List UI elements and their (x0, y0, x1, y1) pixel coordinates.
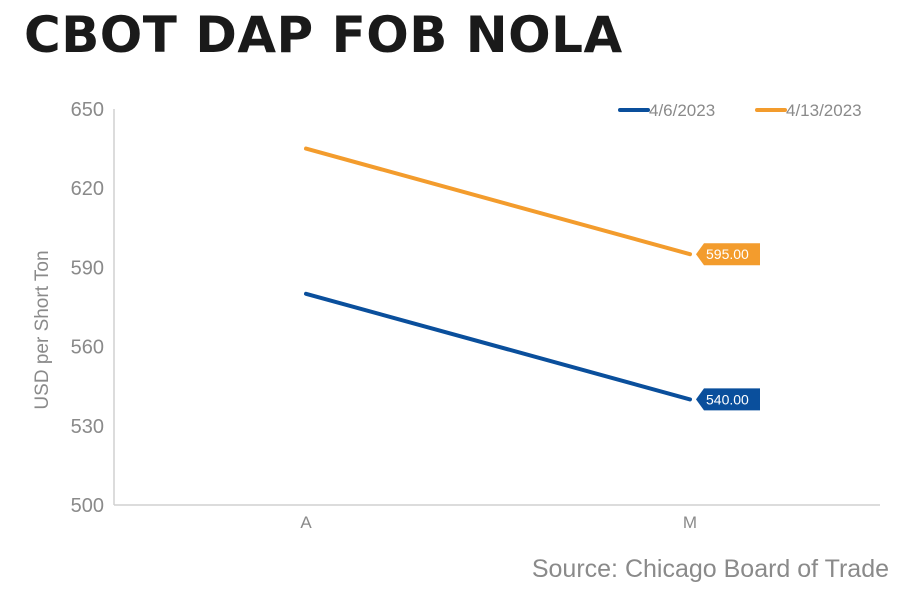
legend-label: 4/6/2023 (649, 101, 715, 120)
source-note: Source: Chicago Board of Trade (531, 555, 889, 583)
series-lines (304, 146, 692, 402)
x-tick-label: A (300, 513, 312, 532)
y-tick-label: 500 (71, 495, 104, 517)
y-axis-label: USD per Short Ton (32, 250, 53, 409)
end-value-labels: 540.00 595.00 (696, 243, 760, 411)
series-line (304, 291, 692, 402)
end-value-badge (696, 243, 760, 266)
series-line (304, 146, 692, 257)
end-value-text: 595.00 (706, 246, 749, 262)
y-tick-label: 560 (71, 337, 104, 359)
x-tick-label: M (683, 513, 697, 532)
y-tick-label: 620 (71, 178, 104, 200)
end-value-text: 540.00 (706, 391, 749, 407)
y-tick-label: 590 (71, 257, 104, 279)
y-tick-label: 530 (71, 416, 104, 438)
y-tick-labels: 650 620 590 560 530 500 (71, 99, 104, 517)
chart-title: CBOT DAP FOB NOLA (24, 6, 623, 64)
legend-label: 4/13/2023 (786, 101, 862, 120)
legend: 4/6/2023 4/13/2023 (618, 101, 862, 120)
end-value-badge (696, 388, 760, 411)
y-tick-label: 650 (71, 99, 104, 121)
